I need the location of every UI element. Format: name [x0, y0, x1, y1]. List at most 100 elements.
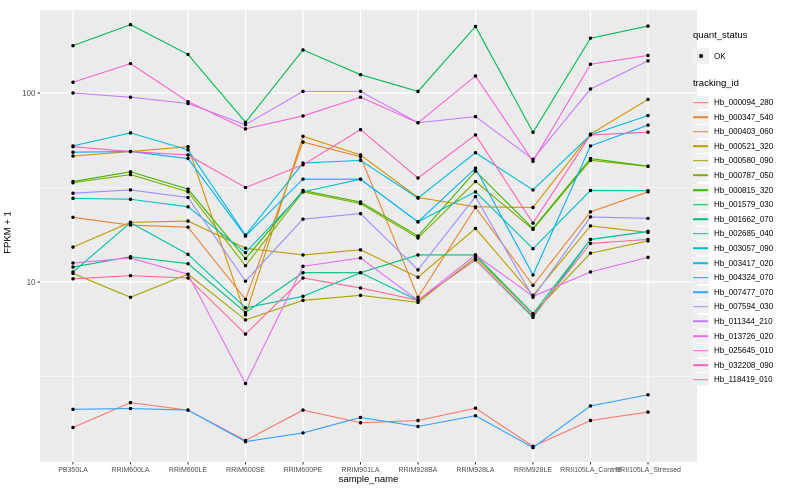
data-point — [473, 169, 478, 173]
legend-item-label: Hb_007477_070 — [714, 287, 774, 297]
data-point — [473, 114, 478, 119]
data-point — [416, 418, 420, 423]
data-point — [531, 226, 535, 231]
data-point — [588, 156, 593, 161]
line-swatch-icon — [693, 276, 708, 279]
legend-item-label: Hb_001662_070 — [714, 214, 774, 224]
data-point — [646, 130, 650, 134]
x-tick-label: RRII105LA_Stressed — [615, 467, 681, 474]
data-point — [416, 275, 420, 279]
data-point — [646, 113, 650, 118]
data-point — [473, 255, 478, 260]
data-point — [588, 237, 593, 242]
legend-key-swatch — [692, 314, 709, 328]
legend-item-label: Hb_000094_280 — [714, 98, 774, 107]
line-swatch-icon — [693, 101, 708, 104]
data-point — [358, 89, 363, 94]
legend-key-swatch — [692, 256, 709, 270]
legend-item-label: Hb_000347_540 — [714, 112, 774, 122]
data-point — [416, 295, 420, 299]
data-point — [646, 410, 650, 414]
legend-item-Hb_000580_090: Hb_000580_090 — [692, 154, 798, 168]
data-point — [358, 256, 363, 260]
data-point — [416, 176, 420, 180]
data-point — [358, 286, 363, 290]
data-point — [243, 310, 248, 315]
data-point — [243, 306, 248, 310]
line-swatch-icon — [693, 349, 708, 352]
legend-item-label: Hb_032208_090 — [714, 360, 774, 370]
line-swatch-icon — [693, 130, 708, 133]
line-swatch-icon — [693, 247, 708, 250]
data-point — [186, 272, 190, 276]
legend-item-label: Hb_118419_010 — [714, 375, 773, 385]
data-point — [358, 72, 363, 77]
legend-item-Hb_003057_090: Hb_003057_090 — [692, 241, 798, 255]
data-point — [186, 205, 190, 209]
data-point — [301, 140, 305, 144]
legend-item-label: Hb_025645_010 — [714, 346, 774, 356]
data-point — [243, 263, 248, 268]
data-point — [301, 270, 305, 275]
data-point — [243, 332, 248, 336]
data-point — [128, 95, 133, 99]
data-point — [128, 131, 133, 135]
data-point — [531, 445, 535, 450]
line-swatch-icon — [693, 203, 708, 206]
data-point — [71, 215, 75, 219]
data-point — [358, 415, 363, 420]
data-point — [301, 134, 305, 139]
data-point — [416, 220, 420, 224]
data-point — [473, 253, 478, 257]
data-point — [71, 270, 75, 274]
legend-key-swatch — [692, 198, 709, 212]
legend-key-swatch — [692, 183, 709, 197]
data-point — [301, 294, 305, 299]
x-tick-label: RRII105LA_Control — [560, 467, 621, 474]
data-point — [301, 114, 305, 118]
line-swatch-icon — [693, 378, 708, 381]
data-point — [473, 166, 478, 170]
data-point — [71, 196, 75, 201]
data-point — [588, 224, 593, 228]
data-point — [588, 144, 593, 148]
data-point — [531, 311, 535, 316]
data-point — [243, 256, 248, 261]
data-point — [301, 408, 305, 412]
data-point — [243, 279, 248, 283]
data-point — [358, 127, 363, 132]
data-point — [71, 179, 75, 184]
data-point — [186, 144, 190, 149]
data-point — [128, 400, 133, 405]
data-point — [128, 188, 133, 192]
data-point — [186, 219, 190, 223]
data-point — [358, 153, 363, 157]
data-point — [243, 234, 248, 238]
data-point — [128, 295, 133, 299]
data-point — [588, 270, 593, 274]
data-point — [128, 172, 133, 177]
line-swatch-icon — [693, 320, 708, 323]
legend-item-Hb_000347_540: Hb_000347_540 — [692, 110, 798, 124]
data-point — [588, 418, 593, 423]
legend-item-Hb_004324_070: Hb_004324_070 — [692, 271, 798, 285]
legend-key-swatch — [692, 139, 709, 153]
y-axis-title: FPKM + 1 — [2, 211, 14, 254]
data-point — [128, 149, 133, 154]
legend-key-swatch — [692, 285, 709, 299]
legend-item-label: Hb_011344_210 — [714, 316, 773, 326]
data-point — [301, 89, 305, 94]
legend-item-label: Hb_000787_050 — [714, 170, 774, 180]
data-point — [588, 210, 593, 214]
data-point — [128, 256, 133, 260]
data-point — [473, 151, 478, 155]
data-point — [588, 87, 593, 91]
legend-item-label: Hb_013726_020 — [714, 331, 774, 341]
data-point — [531, 283, 535, 288]
legend-title-quant-status: quant_status — [693, 30, 748, 41]
data-point — [531, 294, 535, 299]
data-point — [301, 276, 305, 280]
legend-item-label: Hb_000403_060 — [714, 127, 774, 137]
